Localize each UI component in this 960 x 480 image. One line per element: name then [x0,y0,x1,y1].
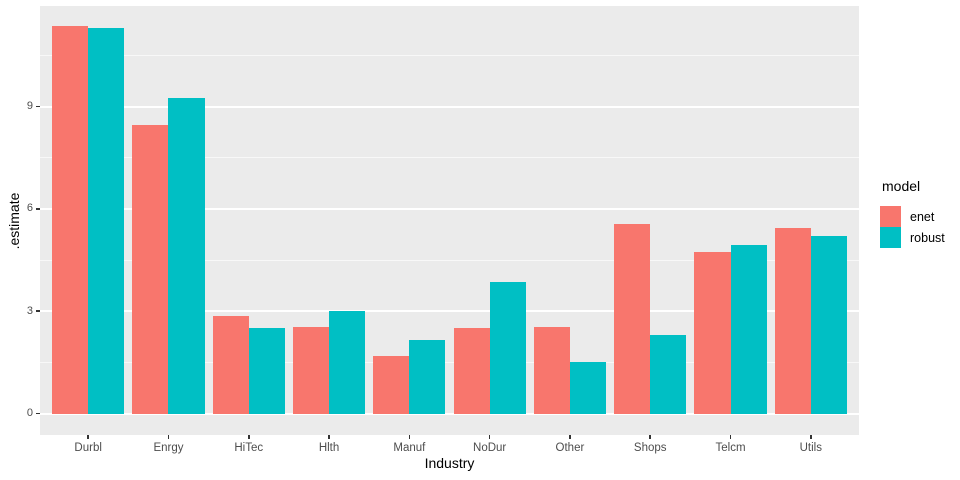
x-tick-label-Shops: Shops [633,442,667,454]
gridline-major [40,207,859,210]
bar-robust-NoDur [489,282,526,414]
gridline-minor [40,259,859,261]
bar-enet-Utils [774,227,811,414]
gridline-minor [40,361,859,363]
bar-robust-HiTec [248,328,285,414]
x-tick-label-Enrgy: Enrgy [153,442,184,454]
y-axis-title: .estimate [6,192,22,250]
y-tick-label: 3 [26,304,33,317]
legend-swatch-robust [880,227,901,248]
y-tick-mark [36,208,40,210]
x-tick-label-NoDur: NoDur [473,442,507,454]
x-tick-mark [328,435,330,439]
x-tick-mark [167,435,170,439]
x-tick-label-HiTec: HiTec [234,442,264,454]
bar-robust-Other [569,362,607,414]
y-tick-mark [36,412,40,415]
legend-entries: enet robust [880,206,945,248]
x-tick-mark [87,435,89,439]
bar-robust-Durbl [88,28,125,414]
x-tick-mark [569,435,571,439]
x-tick-label-Hlth: Hlth [318,442,340,454]
bar-enet-HiTec [212,316,249,414]
bar-enet-Shops [614,224,651,414]
x-tick-label-Other: Other [555,442,585,454]
bar-robust-Hlth [329,311,366,414]
x-tick-label-Manuf: Manuf [393,442,426,454]
x-tick-mark [729,435,732,439]
bar-enet-Manuf [373,355,410,414]
plot-panel [40,6,859,435]
y-tick-label: 0 [26,407,33,420]
legend: model enet robust [880,178,945,248]
y-tick-mark [36,310,40,312]
x-tick-mark [649,435,651,439]
legend-title: model [882,178,921,194]
gridline-minor [40,54,859,56]
bar-enet-Telcm [694,251,731,414]
legend-entry-enet: enet [880,206,945,227]
bar-robust-Enrgy [168,98,205,414]
x-axis-title: Industry [424,455,475,471]
gridline-major [40,310,859,313]
x-tick-mark [488,435,491,439]
gridline-major [40,412,859,415]
bar-robust-Telcm [730,244,767,414]
y-tick-label: 6 [26,202,33,215]
x-tick-mark [408,435,411,439]
x-tick-label-Utils: Utils [799,442,822,454]
y-tick-label: 9 [26,100,33,113]
legend-swatch-enet [880,206,901,227]
legend-label-enet: enet [910,209,935,224]
bar-enet-Durbl [52,26,89,414]
x-tick-label-Telcm: Telcm [715,442,746,454]
bar-robust-Manuf [409,340,446,414]
x-tick-label-Durbl: Durbl [74,442,102,454]
bar-enet-Enrgy [132,125,169,414]
legend-entry-robust: robust [880,227,945,248]
y-tick-mark [36,105,40,108]
bar-robust-Utils [810,236,847,414]
x-tick-mark [810,435,812,439]
x-tick-mark [248,435,250,439]
gridline-minor [40,157,859,159]
bar-enet-Other [533,326,570,414]
gridline-major [40,105,859,108]
bar-robust-Shops [650,335,687,414]
bar-enet-NoDur [453,328,490,414]
legend-label-robust: robust [910,230,945,245]
bar-enet-Hlth [292,326,330,414]
